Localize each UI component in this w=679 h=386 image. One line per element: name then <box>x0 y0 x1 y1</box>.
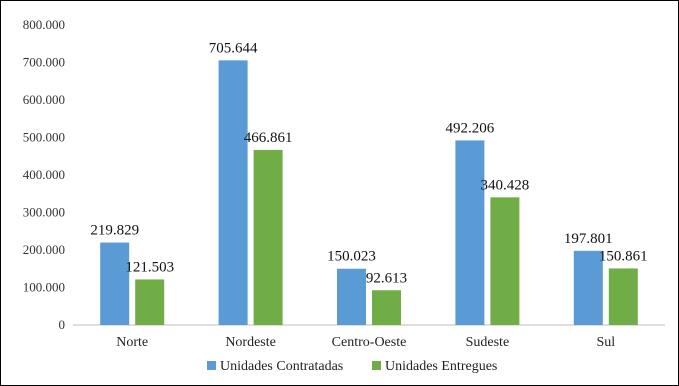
y-tick-label: 600.000 <box>23 92 65 107</box>
data-label: 197.801 <box>564 231 613 247</box>
data-label: 150.023 <box>327 249 376 265</box>
data-label: 150.861 <box>599 248 648 264</box>
data-label: 340.428 <box>481 177 530 193</box>
data-label: 92.613 <box>366 270 407 286</box>
bar-entregues <box>253 149 283 325</box>
bar-contratadas <box>100 242 130 325</box>
y-tick-label: 700.000 <box>23 55 65 70</box>
y-tick-label: 0 <box>59 317 66 332</box>
x-category-label: Sul <box>596 335 615 350</box>
data-label: 492.206 <box>446 120 495 136</box>
data-label: 466.861 <box>244 130 293 146</box>
data-label: 705.644 <box>209 40 258 56</box>
bar-entregues <box>372 290 401 325</box>
bar-contratadas <box>573 250 603 325</box>
legend-entry-contratadas: Unidades Contratadas <box>220 359 343 374</box>
y-tick-label: 200.000 <box>23 242 65 257</box>
data-label: 219.829 <box>90 223 139 239</box>
bar-entregues <box>135 279 165 325</box>
bar-entregues <box>490 197 520 325</box>
x-category-label: Centro-Oeste <box>332 335 407 350</box>
bar-contratadas <box>218 60 248 326</box>
data-label: 121.503 <box>125 259 174 275</box>
x-category-label: Nordeste <box>225 335 276 350</box>
y-tick-label: 500.000 <box>23 130 65 145</box>
bar-entregues <box>608 268 638 325</box>
bar-contratadas <box>455 140 485 325</box>
y-tick-label: 800.000 <box>23 17 65 32</box>
legend-swatch-contratadas <box>207 361 216 370</box>
x-category-label: Sudeste <box>466 335 510 350</box>
x-category-label: Norte <box>116 335 148 350</box>
bar-contratadas <box>337 268 366 325</box>
y-tick-label: 300.000 <box>23 205 65 220</box>
legend-swatch-entregues <box>372 361 381 370</box>
y-tick-label: 400.000 <box>23 167 65 182</box>
legend-entry-entregues: Unidades Entregues <box>385 359 497 374</box>
y-tick-label: 100.000 <box>23 280 65 295</box>
